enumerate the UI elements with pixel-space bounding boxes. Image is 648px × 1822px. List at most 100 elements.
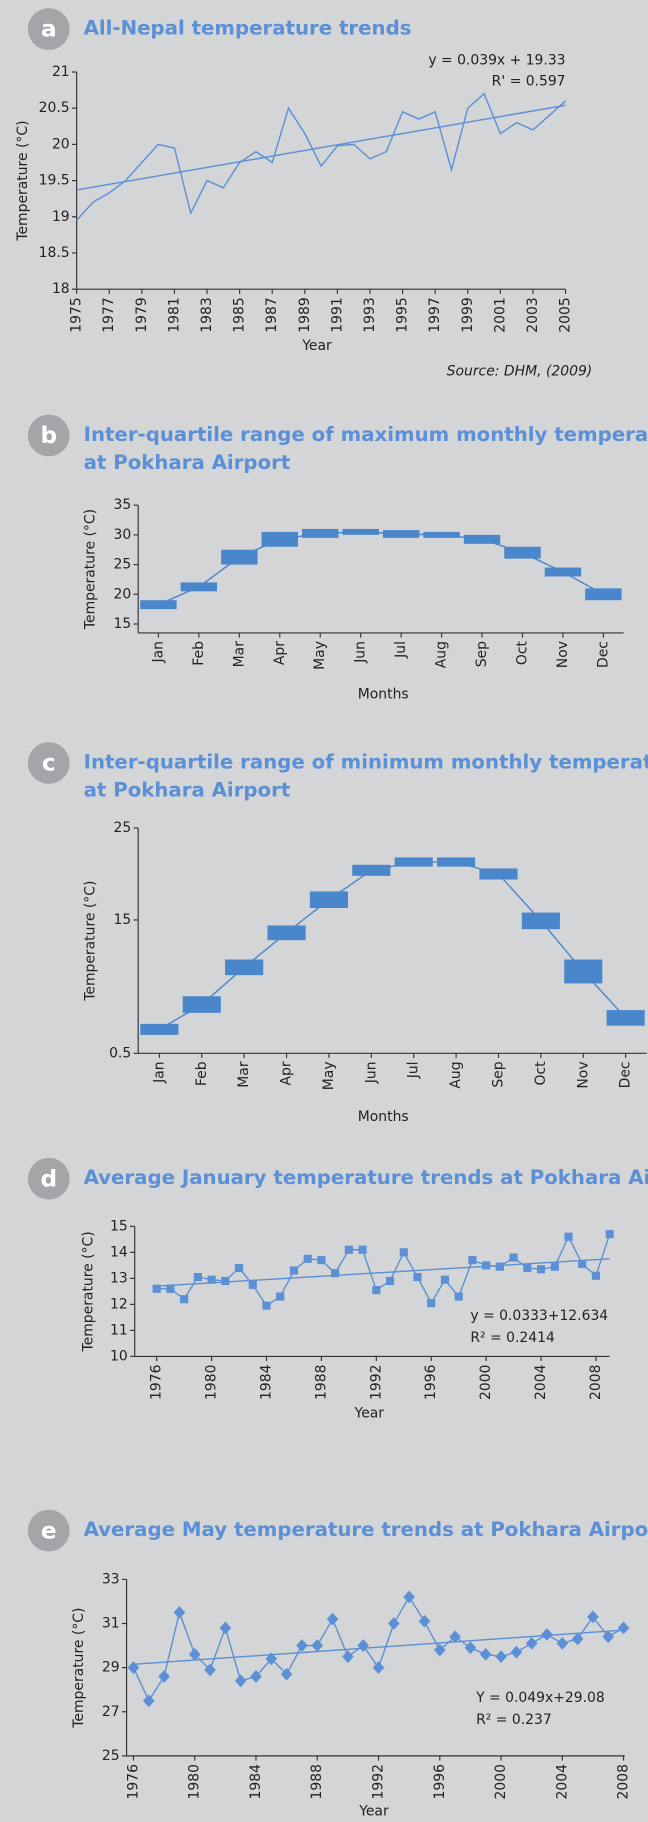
data-point <box>464 1641 477 1655</box>
data-point <box>219 1621 232 1635</box>
data-point <box>152 1284 161 1293</box>
y-tick-label: 18 <box>52 281 70 297</box>
x-tick-label: 2008 <box>588 1365 604 1400</box>
y-tick-label: 0.5 <box>109 1045 131 1061</box>
x-tick-label: Jun <box>353 641 369 664</box>
data-point <box>578 1259 587 1269</box>
iqr-bar <box>352 864 391 876</box>
panel-badge <box>27 8 70 50</box>
x-tick-label: 1979 <box>134 297 150 332</box>
x-tick-label: 1977 <box>101 297 117 332</box>
x-tick-label: 2008 <box>616 1764 632 1799</box>
panel-letter: c <box>42 750 56 777</box>
data-point <box>221 1276 230 1286</box>
data-point <box>510 1645 523 1659</box>
chart-title: Average May temperature trends at Pokhar… <box>84 1518 648 1541</box>
data-line <box>76 92 567 221</box>
x-tick-label: 1984 <box>248 1764 264 1800</box>
y-tick-label: 15 <box>114 616 132 632</box>
x-tick-label: Mar <box>231 641 247 668</box>
x-tick-label: 1992 <box>371 1764 387 1799</box>
data-point <box>564 1232 573 1241</box>
x-tick-label: 1976 <box>125 1764 141 1799</box>
x-tick-label: 1983 <box>199 297 215 332</box>
iqr-bar <box>521 912 560 930</box>
y-axis-label: Temperature (°C) <box>71 1608 87 1729</box>
iqr-bar <box>504 546 541 559</box>
y-tick-label: 31 <box>102 1615 120 1631</box>
annotation: R² = 0.2414 <box>470 1330 555 1346</box>
data-point <box>509 1253 518 1262</box>
x-tick-label: Jul <box>393 641 409 659</box>
trend-line <box>133 1629 624 1666</box>
x-tick-label: Dec <box>595 641 611 668</box>
x-tick-label: 1997 <box>427 297 443 332</box>
data-point <box>605 1230 614 1239</box>
chart-title: at Pokhara Airport <box>84 778 291 801</box>
panel-letter: d <box>40 1165 57 1192</box>
data-point <box>188 1648 201 1661</box>
data-point <box>602 1630 615 1644</box>
connecting-line <box>159 861 627 1030</box>
data-point <box>556 1636 569 1650</box>
chart-title: All-Nepal temperature trends <box>84 17 412 40</box>
x-tick-label: 2000 <box>478 1365 494 1400</box>
data-point <box>207 1275 216 1284</box>
iqr-bar <box>140 1023 179 1035</box>
data-point <box>265 1652 278 1666</box>
y-tick-label: 25 <box>114 557 132 573</box>
y-tick-label: 20 <box>114 586 132 602</box>
data-point <box>248 1280 257 1289</box>
data-point <box>127 1661 140 1675</box>
data-point <box>158 1670 170 1683</box>
annotation: y = 0.039x + 19.33 <box>428 52 565 68</box>
data-point <box>234 1674 247 1688</box>
annotation: y = 0.0333+12.634 <box>470 1308 608 1324</box>
x-tick-label: Jan <box>151 1061 167 1083</box>
x-tick-label: Apr <box>279 1061 295 1085</box>
y-tick-label: 20.5 <box>39 100 70 116</box>
data-point <box>193 1272 202 1282</box>
x-axis-label: Months <box>358 686 409 702</box>
iqr-bar <box>585 588 622 601</box>
x-tick-label: 1984 <box>258 1364 274 1400</box>
data-point <box>427 1299 436 1308</box>
data-point <box>311 1639 324 1652</box>
x-tick-label: Sep <box>474 641 490 667</box>
x-tick-label: Feb <box>191 641 207 666</box>
data-point <box>342 1650 354 1663</box>
panel-letter: e <box>41 1517 57 1544</box>
data-point <box>525 1636 538 1650</box>
data-point <box>331 1269 340 1278</box>
x-tick-label: Dec <box>618 1061 634 1088</box>
x-tick-label: 2000 <box>493 1764 509 1799</box>
data-point <box>454 1292 463 1301</box>
x-tick-label: May <box>312 641 328 670</box>
x-tick-label: 1987 <box>264 297 280 332</box>
iqr-bar <box>182 996 221 1013</box>
data-point <box>468 1256 477 1265</box>
data-point <box>276 1292 285 1301</box>
y-tick-label: 25 <box>114 820 132 836</box>
data-point <box>166 1284 175 1293</box>
data-line <box>132 1595 624 1703</box>
iqr-bar <box>140 600 177 610</box>
iqr-bar <box>302 528 339 538</box>
data-point <box>418 1614 431 1628</box>
y-tick-label: 35 <box>114 497 132 513</box>
data-point <box>326 1612 339 1626</box>
data-point <box>482 1261 491 1270</box>
x-tick-label: 2001 <box>492 297 508 332</box>
connecting-line <box>158 531 604 606</box>
iqr-bar <box>479 868 518 880</box>
x-tick-label: 1999 <box>460 297 476 332</box>
x-tick-label: Apr <box>272 641 288 665</box>
iqr-bar <box>180 582 218 592</box>
x-tick-label: 1995 <box>395 297 411 332</box>
x-tick-label: Nov <box>555 641 571 668</box>
x-tick-label: 1980 <box>204 1365 220 1400</box>
x-axis-label: Months <box>358 1109 409 1125</box>
data-point <box>142 1694 155 1708</box>
x-tick-label: 1988 <box>313 1365 329 1400</box>
